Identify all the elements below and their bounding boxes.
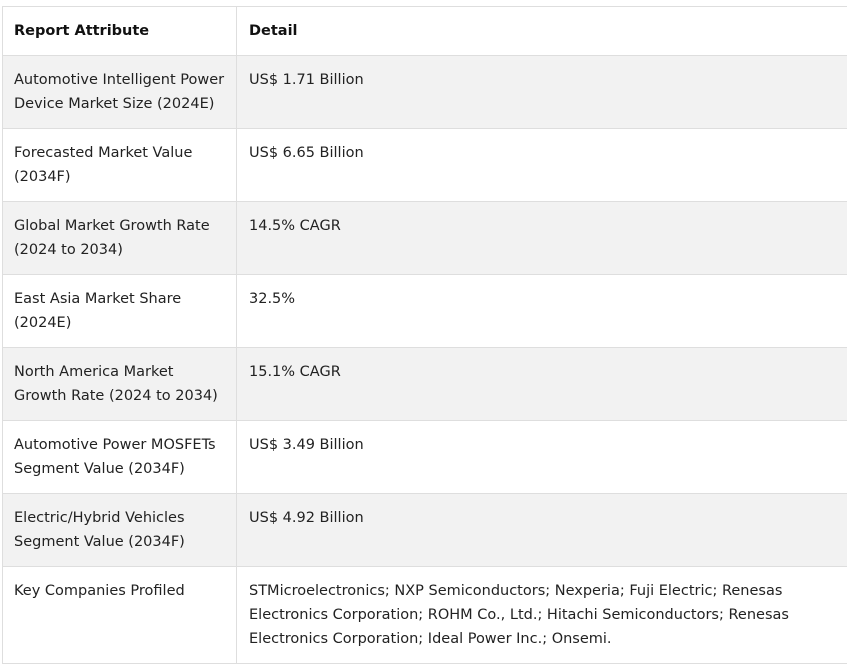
table-row: Electric/Hybrid Vehicles Segment Value (… [2,493,847,567]
attribute-cell: Key Companies Profiled [2,566,237,664]
column-header-detail: Detail [236,6,847,56]
attribute-cell: North America Market Growth Rate (2024 t… [2,347,237,421]
attribute-cell: East Asia Market Share (2024E) [2,274,237,348]
attribute-cell: Electric/Hybrid Vehicles Segment Value (… [2,493,237,567]
table-row: Key Companies Profiled STMicroelectronic… [2,566,847,664]
detail-cell: 14.5% CAGR [236,201,847,275]
table-row: Forecasted Market Value (2034F) US$ 6.65… [2,128,847,202]
table-row: East Asia Market Share (2024E) 32.5% [2,274,847,348]
table-row: North America Market Growth Rate (2024 t… [2,347,847,421]
table-row: Automotive Intelligent Power Device Mark… [2,55,847,129]
detail-cell: US$ 6.65 Billion [236,128,847,202]
table-row: Automotive Power MOSFETs Segment Value (… [2,420,847,494]
attribute-cell: Automotive Intelligent Power Device Mark… [2,55,237,129]
attribute-cell: Forecasted Market Value (2034F) [2,128,237,202]
detail-cell: 32.5% [236,274,847,348]
detail-cell: 15.1% CAGR [236,347,847,421]
table-header-row: Report Attribute Detail [2,6,847,56]
column-header-report-attribute: Report Attribute [2,6,237,56]
table-row: Global Market Growth Rate (2024 to 2034)… [2,201,847,275]
attribute-cell: Global Market Growth Rate (2024 to 2034) [2,201,237,275]
detail-cell: US$ 4.92 Billion [236,493,847,567]
detail-cell: STMicroelectronics; NXP Semiconductors; … [236,566,847,664]
detail-cell: US$ 1.71 Billion [236,55,847,129]
detail-cell: US$ 3.49 Billion [236,420,847,494]
attribute-cell: Automotive Power MOSFETs Segment Value (… [2,420,237,494]
report-attribute-table: Report Attribute Detail Automotive Intel… [2,6,847,664]
